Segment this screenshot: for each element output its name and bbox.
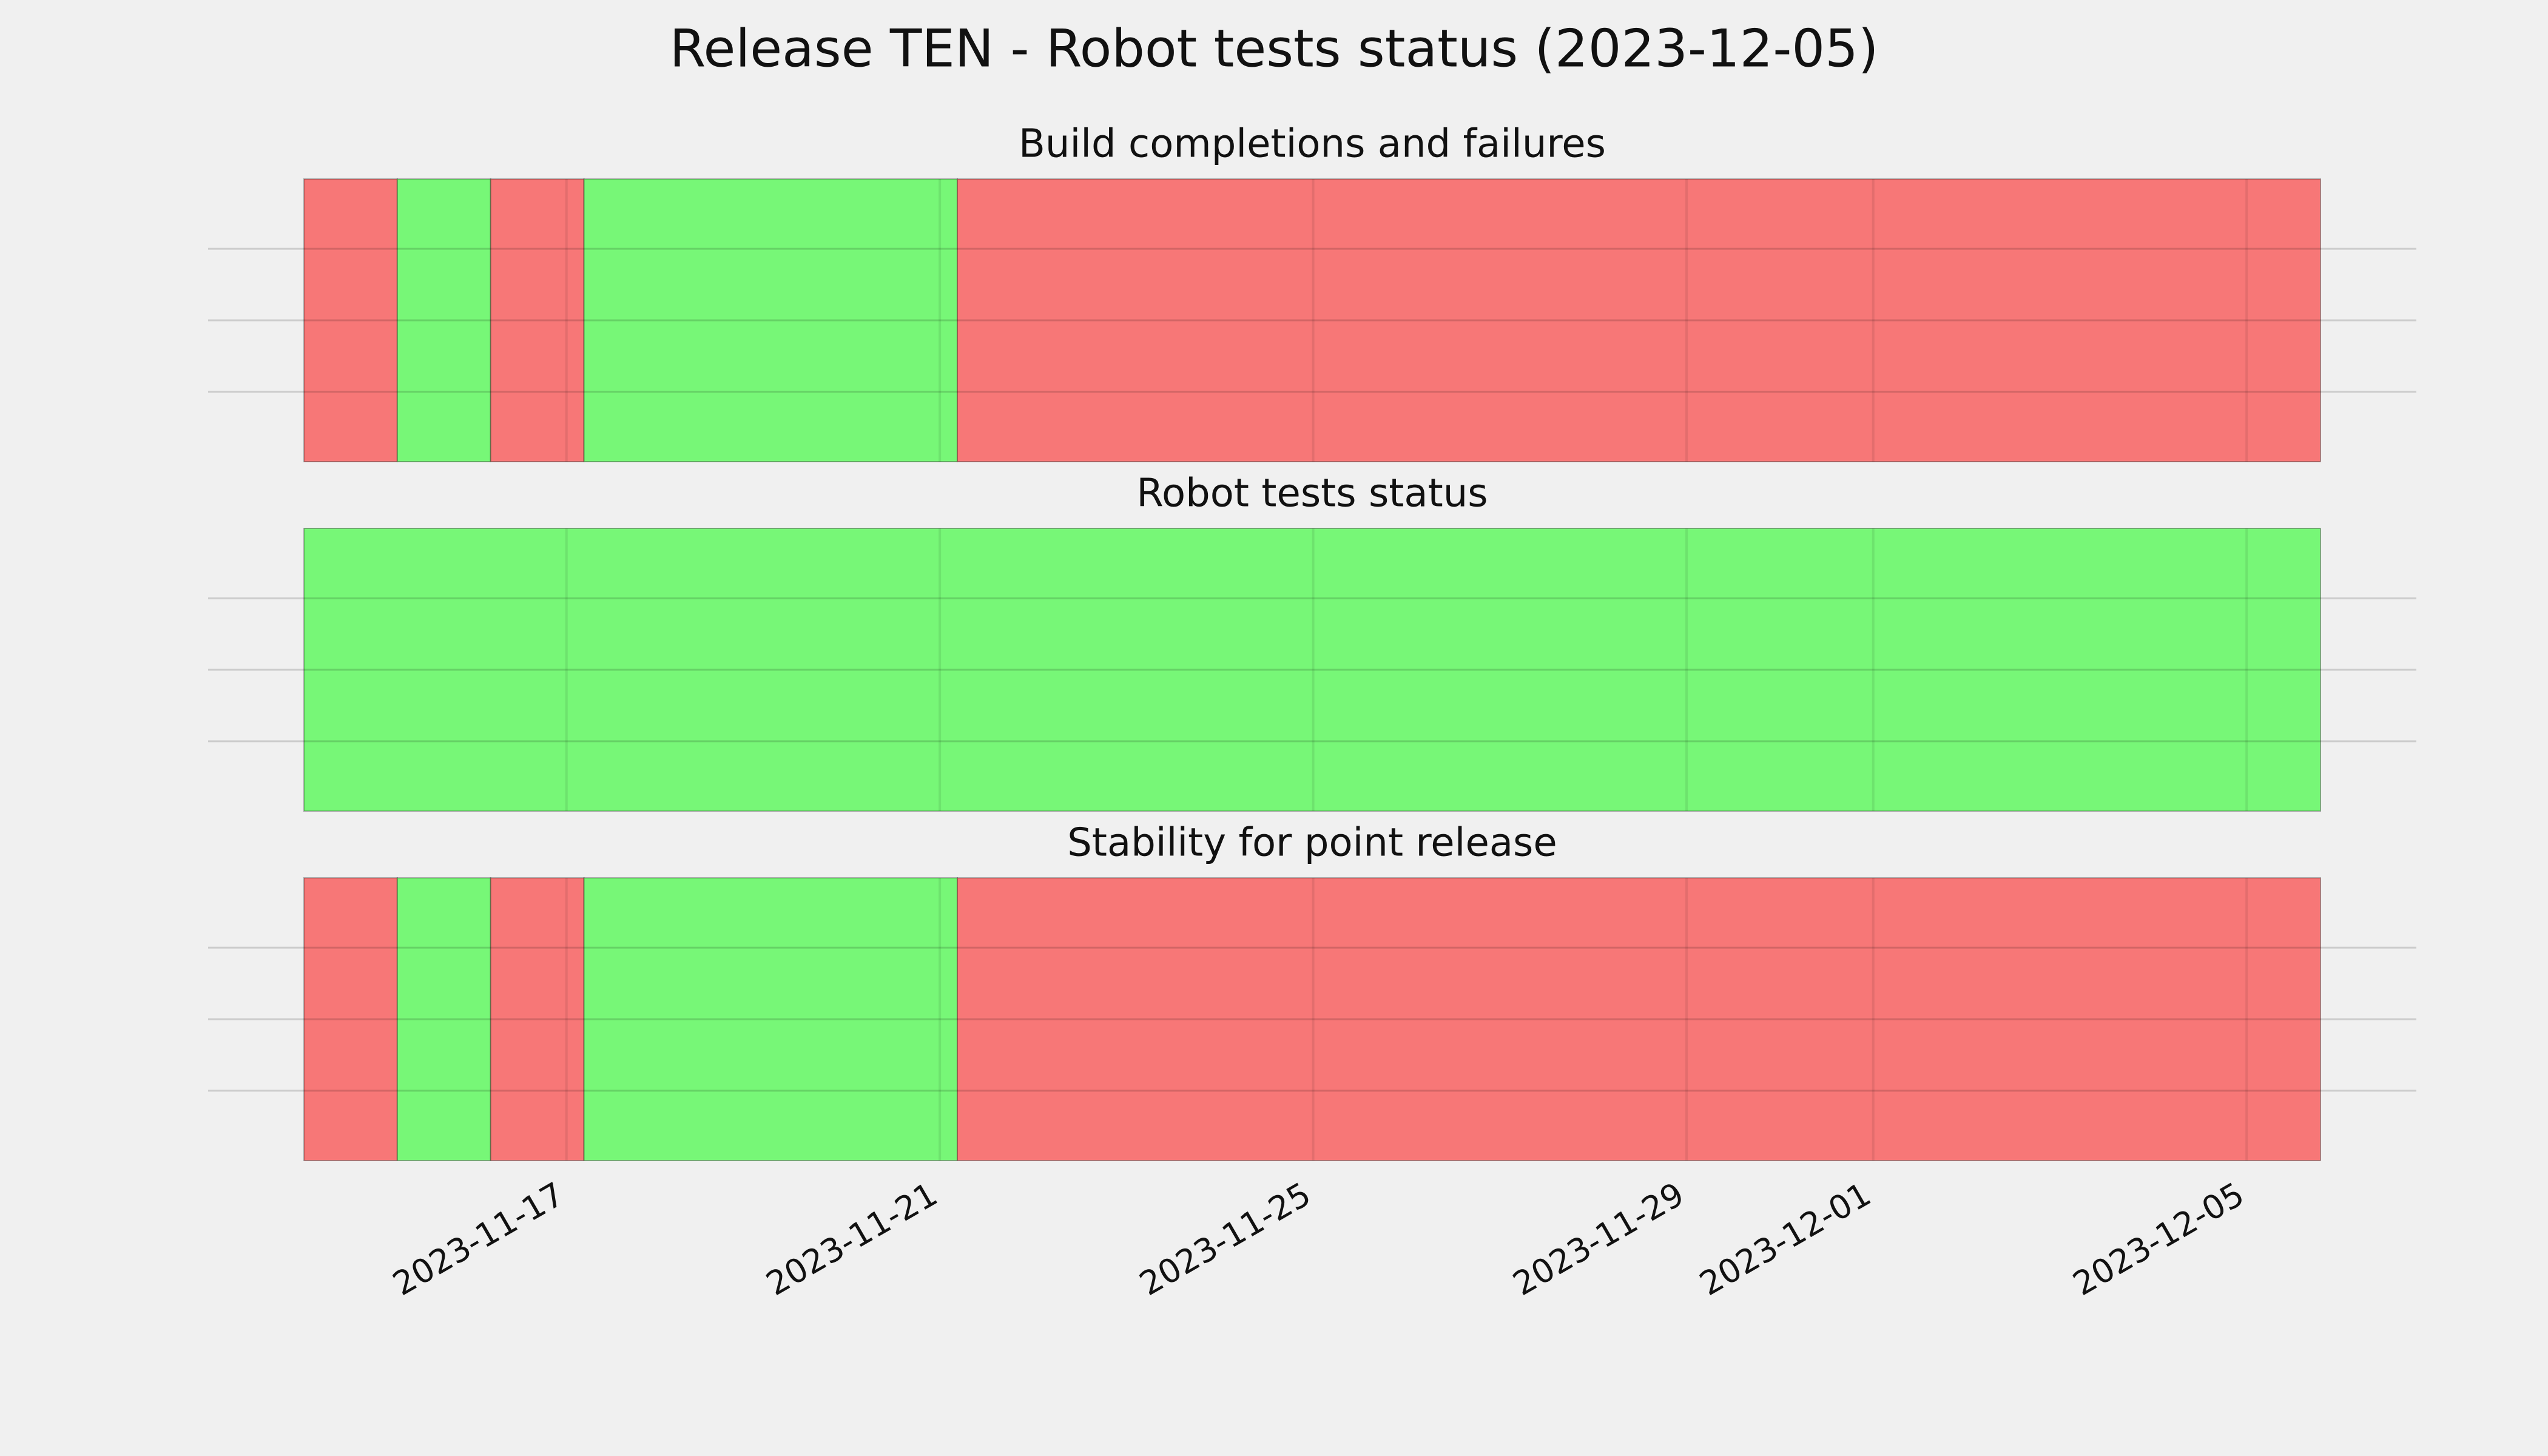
status-segment — [583, 877, 959, 1161]
status-segment — [303, 528, 2321, 812]
panel-title: Stability for point release — [1067, 821, 1557, 866]
panel-title: Build completions and failures — [1019, 122, 1606, 167]
status-segment — [396, 178, 491, 462]
status-segment — [957, 877, 2321, 1161]
status-segment — [490, 877, 585, 1161]
status-segment — [957, 178, 2321, 462]
panel-title: Robot tests status — [1136, 471, 1488, 516]
status-segment — [583, 178, 959, 462]
status-segment — [490, 178, 585, 462]
status-segment — [396, 877, 491, 1161]
status-segment — [303, 178, 398, 462]
chart-title: Release TEN - Robot tests status (2023-1… — [670, 18, 1879, 79]
